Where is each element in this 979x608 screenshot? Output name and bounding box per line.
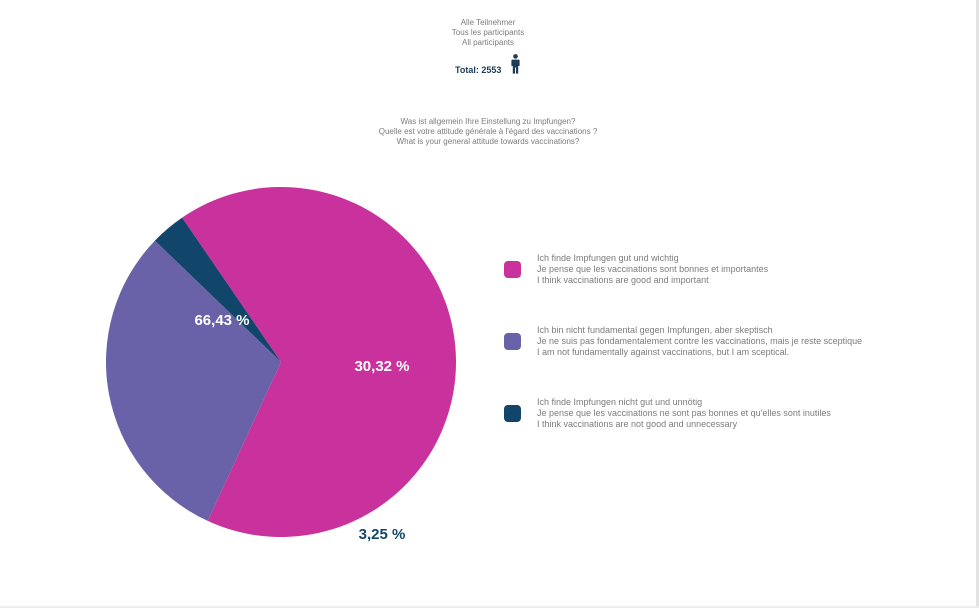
- participants-header: Alle Teilnehmer Tous les participants Al…: [388, 18, 588, 48]
- legend-text-de: Ich finde Impfungen gut und wichtig: [537, 253, 679, 263]
- frame-border-bottom: [0, 606, 979, 608]
- legend-text-fr: Je pense que les vaccinations ne sont pa…: [537, 408, 831, 418]
- pie-slice-sceptical: [105, 240, 282, 521]
- legend-text-en: I think vaccinations are not good and un…: [537, 419, 738, 429]
- legend-text-en: I am not fundamentally against vaccinati…: [537, 347, 790, 357]
- pie-slice-good-important: [182, 187, 457, 538]
- pie-slice-not-good: [154, 217, 281, 362]
- header-line-fr: Tous les participants: [451, 28, 525, 37]
- frame-border-right: [976, 0, 979, 608]
- legend-text-fr: Je pense que les vaccinations sont bonne…: [537, 264, 769, 274]
- question-line-fr: Quelle est votre attitude générale à l'é…: [378, 127, 598, 136]
- question-line-de: Was ist allgemein Ihre Einstellung zu Im…: [400, 117, 576, 126]
- legend-swatch-not-good: [504, 405, 521, 422]
- question-line-en: What is your general attitude towards va…: [396, 137, 580, 146]
- legend-swatch-good-important: [504, 261, 521, 278]
- total-label: Total: 2553: [455, 65, 502, 75]
- legend-text-de: Ich finde Impfungen nicht gut und unnöti…: [537, 397, 703, 407]
- header-line-en: All participants: [461, 38, 515, 47]
- slice-label-sceptical: 30,32 %: [354, 358, 409, 375]
- legend-text-en: I think vaccinations are good and import…: [537, 275, 709, 285]
- slice-label-good-important: 66,43 %: [194, 312, 249, 329]
- legend-text-de: Ich bin nicht fundamental gegen Impfunge…: [537, 325, 773, 335]
- header-line-de: Alle Teilnehmer: [460, 18, 516, 27]
- slice-label-not-good: 3,25 %: [359, 526, 406, 543]
- person-icon: [511, 54, 520, 74]
- legend-swatch-sceptical: [504, 333, 521, 350]
- legend-text-fr: Je ne suis pas fondamentalement contre l…: [537, 336, 863, 346]
- survey-question: Was ist allgemein Ihre Einstellung zu Im…: [312, 117, 664, 147]
